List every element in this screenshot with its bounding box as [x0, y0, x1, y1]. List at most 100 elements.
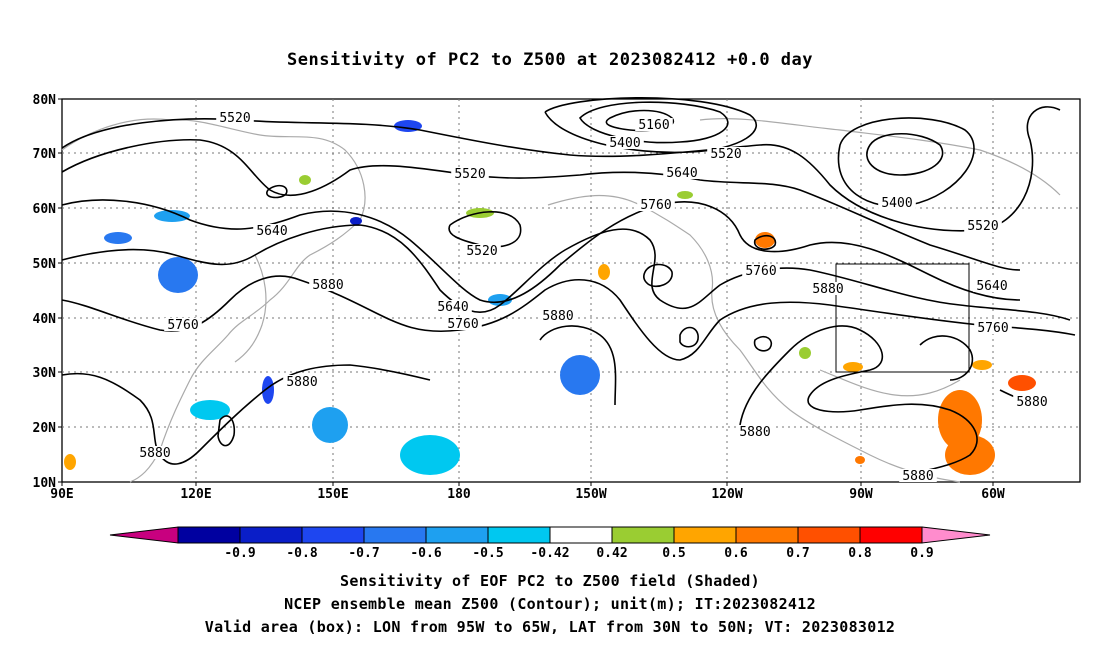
- lat-tick-label: 60N: [33, 202, 57, 217]
- contour-line: [753, 335, 773, 352]
- contour-label: 5520: [710, 147, 741, 162]
- colorbar: -0.9 -0.8 -0.7 -0.6 -0.5 -0.42 0.42 0.5 0.6 0.7 0.…: [109, 526, 991, 561]
- contour-label-bg: [309, 278, 347, 291]
- colorbar-box: [611, 526, 675, 544]
- contour-label: 5640: [666, 166, 697, 181]
- contour-label-bg: [253, 224, 291, 237]
- contour-label: 5880: [902, 469, 933, 484]
- shade-patch: [755, 232, 775, 248]
- contour-line: [266, 184, 288, 199]
- lat-tick-label: 80N: [33, 93, 57, 108]
- lon-tick-label: 120E: [180, 487, 211, 502]
- lon-tick-label: 90E: [50, 487, 73, 502]
- contour-line: [837, 117, 975, 207]
- contour-label-bg: [899, 469, 937, 482]
- contour-label-bg: [1013, 395, 1051, 408]
- colorbar-tick-label: -0.42: [530, 546, 569, 561]
- shade-patch: [400, 435, 460, 475]
- contour-label: 5760: [977, 321, 1008, 336]
- valid-area-box: [835, 263, 970, 373]
- shade-patch: [1008, 375, 1036, 391]
- lat-tick-label: 40N: [33, 312, 57, 327]
- shade-patch: [104, 232, 132, 244]
- contour-label-bg: [742, 264, 780, 277]
- contour-label-bg: [434, 300, 472, 313]
- colorbar-box: [301, 526, 365, 544]
- contour-label: 5640: [976, 279, 1007, 294]
- shade-patch: [158, 257, 198, 293]
- contour-label: 5760: [745, 264, 776, 279]
- contour-line: [448, 211, 522, 248]
- contour-label: 5760: [447, 317, 478, 332]
- footer-line-3: Valid area (box): LON from 95W to 65W, L…: [204, 618, 896, 636]
- shade-patch: [799, 347, 811, 359]
- colorbar-tick-label: 0.5: [662, 546, 685, 561]
- shade-patch: [64, 454, 76, 470]
- contour-label-bg: [974, 321, 1012, 334]
- shade-patch: [855, 456, 865, 464]
- contour-label-bg: [283, 375, 321, 388]
- colorbar-box: [735, 526, 799, 544]
- lon-tick-label: 60W: [981, 487, 1005, 502]
- contour-line: [544, 96, 757, 154]
- contour-line: [753, 234, 777, 250]
- shade-patch: [312, 407, 348, 443]
- colorbar-min-triangle: [109, 526, 179, 544]
- shade-patch: [938, 390, 982, 450]
- lon-tick-label: 150E: [317, 487, 348, 502]
- contour-label-bg: [164, 318, 202, 331]
- contour-label-bg: [707, 147, 745, 160]
- contour-label-bg: [663, 166, 701, 179]
- colorbar-box: [487, 526, 551, 544]
- lon-tick-label: 120W: [711, 487, 742, 502]
- contour-line: [866, 132, 944, 176]
- coastline-canada: [699, 118, 1061, 196]
- colorbar-box: [797, 526, 861, 544]
- contour-label-bg: [973, 279, 1011, 292]
- lon-tick-label: 90W: [849, 487, 873, 502]
- contour-label: 5760: [167, 318, 198, 333]
- shade-patch: [299, 175, 311, 185]
- colorbar-tick-label: 0.42: [596, 546, 627, 561]
- contour-label: 5640: [437, 300, 468, 315]
- shade-patch: [154, 210, 190, 222]
- contour-label-bg: [444, 317, 482, 330]
- colorbar-tick-label: 0.6: [724, 546, 748, 561]
- contour-label: 5520: [454, 167, 485, 182]
- contour-label-bg: [878, 196, 916, 209]
- colorbar-box: [859, 526, 923, 544]
- colorbar-box: [673, 526, 737, 544]
- contour-line: [919, 335, 974, 381]
- lat-tick-label: 10N: [33, 476, 57, 491]
- colorbar-max-triangle: [921, 526, 991, 544]
- colorbar-box: [425, 526, 489, 544]
- lat-tick-label: 30N: [33, 366, 57, 381]
- coastline-japan: [234, 254, 267, 363]
- contour-line: [739, 325, 978, 479]
- contour-label: 5160: [638, 118, 669, 133]
- shade-patch: [972, 360, 992, 370]
- contour-label: 5880: [139, 446, 170, 461]
- colorbar-tick-label: -0.5: [472, 546, 503, 561]
- colorbar-tick-label: -0.9: [224, 546, 255, 561]
- lon-tick-label: 150W: [575, 487, 606, 502]
- contour-label: 5400: [881, 196, 912, 211]
- contour-line: [61, 275, 1076, 361]
- contour-label: 5640: [256, 224, 287, 239]
- contour-label: 5520: [466, 244, 497, 259]
- contour-label: 5520: [967, 219, 998, 234]
- lon-tick-label: 180: [447, 487, 471, 502]
- lat-tick-label: 20N: [33, 421, 57, 436]
- contour-label-bg: [539, 309, 577, 322]
- contour-line: [61, 138, 1021, 271]
- contour-label: 5880: [542, 309, 573, 324]
- colorbar-tick-label: -0.8: [286, 546, 317, 561]
- colorbar-tick-label: 0.8: [848, 546, 872, 561]
- z500-contours: [61, 96, 1076, 479]
- contour-label-bg: [451, 167, 489, 180]
- contour-line: [61, 224, 1071, 321]
- contour-label-bg: [606, 136, 644, 149]
- contour-line: [217, 415, 236, 447]
- shade-patch: [262, 376, 274, 404]
